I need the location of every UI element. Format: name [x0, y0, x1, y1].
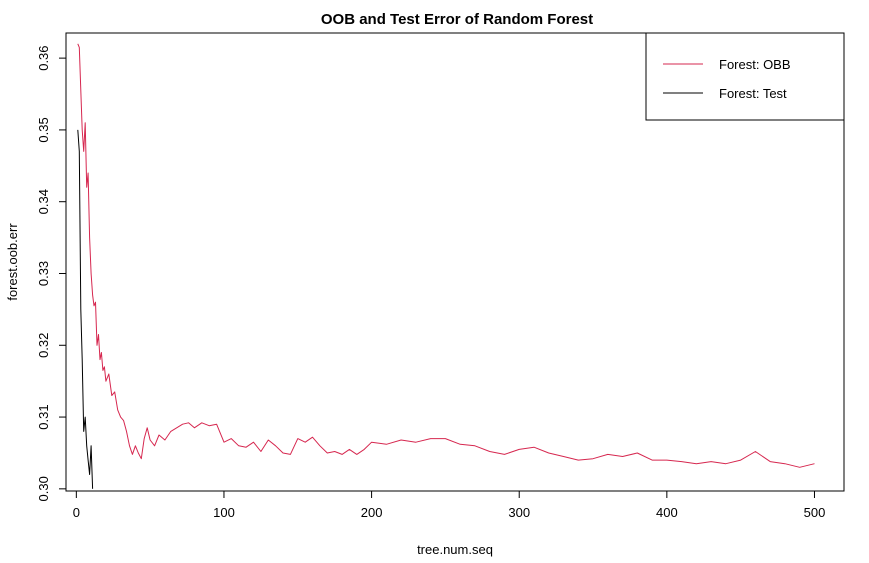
series-layer — [77, 43, 815, 489]
y-tick-label-0.33: 0.33 — [36, 261, 51, 286]
y-tick-label-0.36: 0.36 — [36, 45, 51, 70]
legend-box — [645, 32, 845, 121]
y-tick-label-0.32: 0.32 — [36, 333, 51, 358]
x-tick-label-100: 100 — [213, 505, 235, 520]
legend-label-forest-obb: Forest: OBB — [719, 57, 791, 72]
x-axis-title: tree.num.seq — [417, 542, 493, 557]
x-tick-label-0: 0 — [73, 505, 80, 520]
plot-frame — [65, 32, 845, 492]
y-tick-label-0.34: 0.34 — [36, 189, 51, 214]
y-tick-label-0.30: 0.30 — [36, 476, 51, 501]
y-tick-label-0.35: 0.35 — [36, 117, 51, 142]
y-tick-label-0.31: 0.31 — [36, 404, 51, 429]
x-tick-label-500: 500 — [804, 505, 826, 520]
x-tick-label-200: 200 — [361, 505, 383, 520]
y-axis: 0.30 0.31 0.32 0.33 0.34 0.35 0.36 — [36, 45, 66, 502]
y-axis-title: forest.oob.err — [5, 223, 20, 301]
x-axis: 0 100 200 300 400 500 — [73, 491, 826, 520]
x-tick-label-300: 300 — [508, 505, 530, 520]
chart-title: OOB and Test Error of Random Forest — [321, 11, 593, 28]
series-line-forest-obb — [77, 43, 815, 468]
legend: Forest: OBB Forest: Test — [645, 32, 845, 121]
legend-label-forest-test: Forest: Test — [719, 86, 787, 101]
x-tick-label-400: 400 — [656, 505, 678, 520]
series-line-forest-test — [77, 129, 94, 489]
